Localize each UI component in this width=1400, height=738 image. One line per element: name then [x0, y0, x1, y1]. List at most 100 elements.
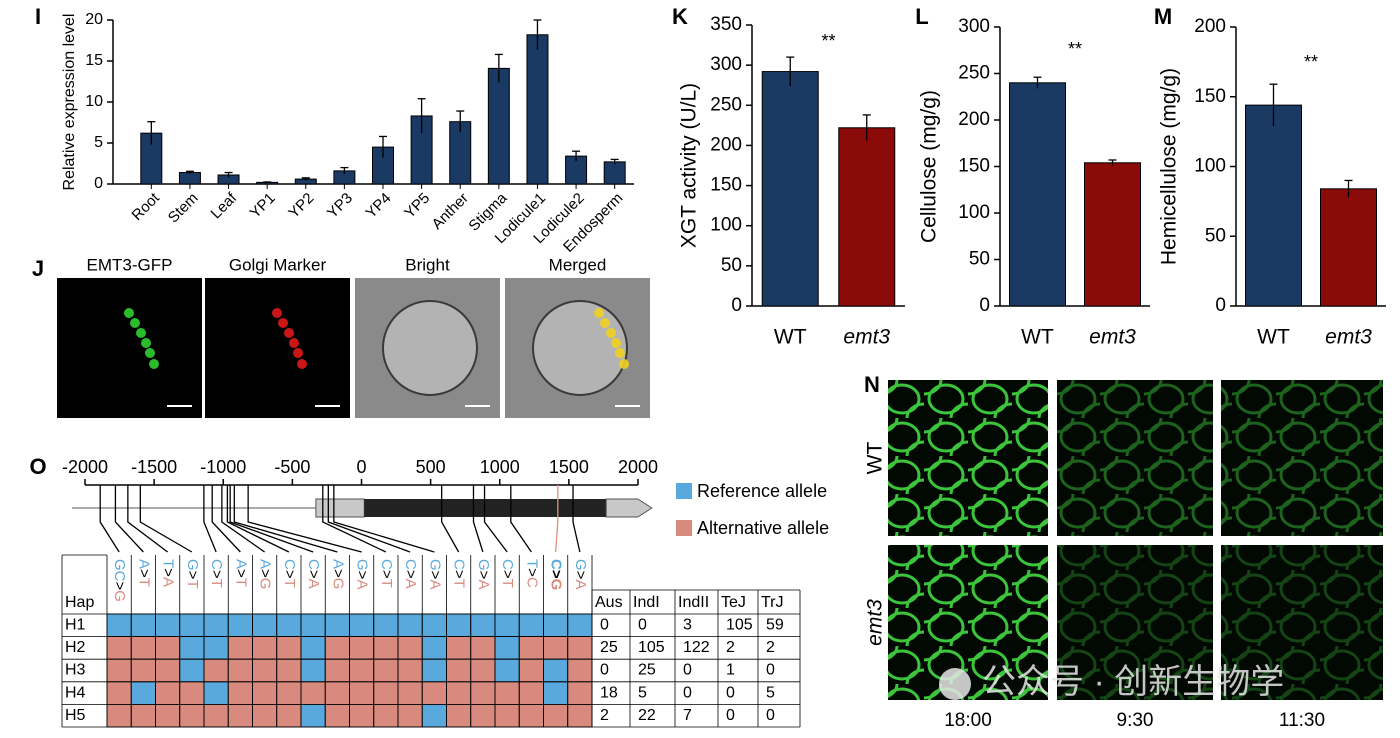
allele-part: G — [572, 559, 589, 571]
bar — [526, 34, 549, 185]
allele-cell — [349, 613, 375, 638]
count: 25 — [638, 662, 656, 679]
signal — [619, 359, 629, 369]
allele-part: G — [111, 590, 128, 602]
signal — [594, 308, 604, 318]
snp-connector — [554, 485, 559, 553]
signal — [297, 359, 307, 369]
allele-part: C — [499, 559, 516, 570]
allele-part: > — [378, 570, 395, 579]
allele-cell — [203, 681, 229, 705]
allele-cell — [567, 636, 593, 660]
snp-connector — [114, 485, 144, 553]
snp-allele: C>T — [378, 559, 395, 588]
x-tick-label: YP3 — [324, 190, 356, 222]
significance: ** — [1304, 52, 1318, 72]
snp-connector — [322, 485, 387, 553]
allele-cell — [155, 636, 181, 660]
bar — [178, 172, 201, 185]
allele-part: C — [281, 559, 298, 570]
allele-cell — [470, 613, 496, 638]
allele-part: A — [475, 579, 492, 589]
allele-cell — [106, 658, 132, 683]
allele-cell — [446, 613, 472, 638]
snp-connector — [572, 485, 581, 553]
allele-cell — [324, 658, 350, 683]
snp-allele: C>A — [305, 559, 322, 589]
signal — [278, 318, 288, 328]
snp-allele: G>A — [475, 559, 492, 589]
snp-connector — [229, 485, 314, 553]
count: 0 — [766, 662, 775, 679]
allele-cell — [518, 613, 544, 638]
x-tick-label: -2000 — [62, 457, 108, 477]
allele-cell — [252, 636, 278, 660]
snp-allele: A>G — [257, 559, 274, 589]
snp-allele: GC>G — [111, 559, 128, 602]
y-tick-label: 100 — [958, 202, 990, 223]
allele-cell — [518, 658, 544, 683]
allele-cell — [179, 613, 205, 638]
cell — [532, 300, 628, 396]
allele-part: G — [548, 579, 565, 591]
allele-cell — [470, 704, 496, 728]
allele-part: > — [451, 570, 468, 579]
snp-connector — [203, 485, 217, 553]
signal — [272, 308, 282, 318]
watermark-icon — [939, 668, 971, 700]
hap-name: H5 — [65, 707, 86, 724]
cds — [364, 499, 607, 517]
allele-cell — [227, 658, 253, 683]
count: 0 — [726, 707, 735, 724]
snp-connector — [233, 485, 338, 553]
allele-part: > — [281, 570, 298, 579]
allele-cell — [106, 613, 132, 638]
allele-part: > — [426, 571, 443, 580]
allele-part: T — [160, 559, 177, 568]
allele-cell — [397, 636, 423, 660]
allele-cell — [494, 636, 520, 660]
count: 105 — [638, 639, 665, 656]
allele-cell — [543, 613, 569, 638]
allele-cell — [276, 636, 302, 660]
signal — [289, 338, 299, 348]
snp-allele: T>C — [523, 559, 540, 588]
allele-cell — [276, 681, 302, 705]
snp-connector — [327, 485, 411, 553]
signal — [130, 318, 140, 328]
snp-connector — [483, 485, 508, 553]
x-tick-label: YP4 — [363, 190, 395, 222]
micrograph — [205, 278, 350, 418]
y-tick-label: 300 — [710, 54, 742, 75]
allele-cell — [349, 681, 375, 705]
y-axis-label: Hemicellulose (mg/g) — [1158, 68, 1181, 265]
allele-cell — [518, 704, 544, 728]
x-tick-label: emt3 — [843, 326, 890, 349]
allele-part: > — [257, 569, 274, 578]
count: 0 — [726, 684, 735, 701]
allele-part: > — [305, 570, 322, 579]
allele-cell — [155, 658, 181, 683]
allele-cell — [155, 681, 181, 705]
allele-cell — [421, 681, 447, 705]
x-tick-label: -500 — [274, 457, 310, 477]
allele-cell — [543, 658, 569, 683]
panel-label: M — [1154, 4, 1172, 29]
allele-part: T — [451, 579, 468, 588]
micrograph — [57, 278, 202, 418]
snp-connector — [441, 485, 460, 553]
signal — [136, 328, 146, 338]
cell-walls — [1221, 380, 1383, 536]
allele-cell — [324, 681, 350, 705]
header: IndII — [678, 594, 709, 611]
allele-cell — [227, 681, 253, 705]
allele-part: A — [232, 559, 249, 569]
signal — [611, 338, 621, 348]
x-tick-label: 1000 — [480, 457, 520, 477]
snp-connector — [221, 485, 265, 553]
cell-walls — [1221, 545, 1383, 700]
y-tick-label: 10 — [85, 93, 103, 110]
count: 0 — [683, 662, 692, 679]
allele-cell — [179, 704, 205, 728]
hap-name: H4 — [65, 684, 86, 701]
